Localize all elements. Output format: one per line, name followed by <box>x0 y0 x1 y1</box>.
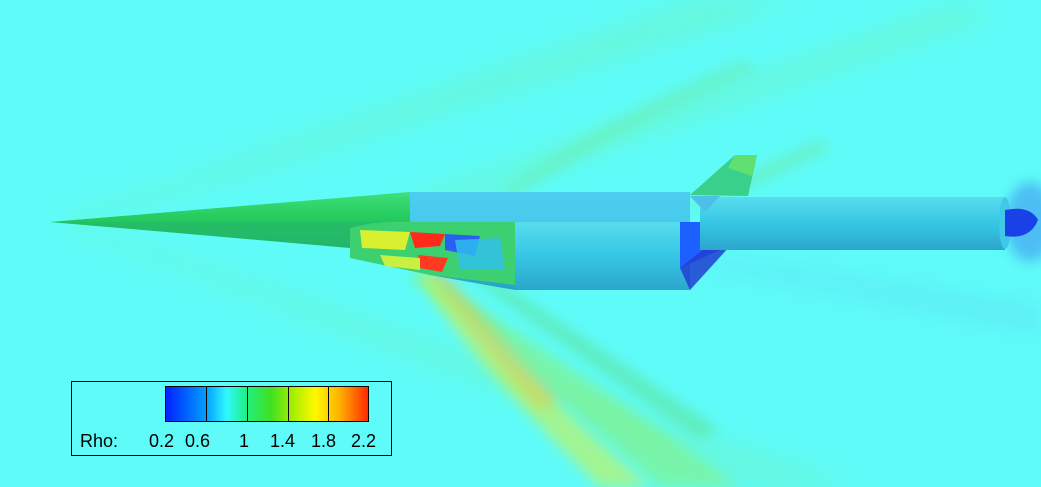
legend-variable-label: Rho: <box>80 431 119 451</box>
legend-tick: 0.6 <box>185 431 211 451</box>
legend-tick: 1.8 <box>311 431 337 451</box>
afterbody-tube <box>700 197 1005 250</box>
shock-waves <box>60 0 1041 487</box>
nozzle <box>1005 208 1038 237</box>
legend-tick: 2.2 <box>351 431 377 451</box>
colorbar <box>165 386 369 422</box>
color-legend: Rho: 0.2 0.6 1 1.4 1.8 2.2 <box>71 381 392 456</box>
legend-tick: 1 <box>239 431 250 451</box>
legend-tick: 0.2 <box>149 431 175 451</box>
legend-tick: 1.4 <box>270 431 296 451</box>
missile-model <box>50 155 1038 290</box>
